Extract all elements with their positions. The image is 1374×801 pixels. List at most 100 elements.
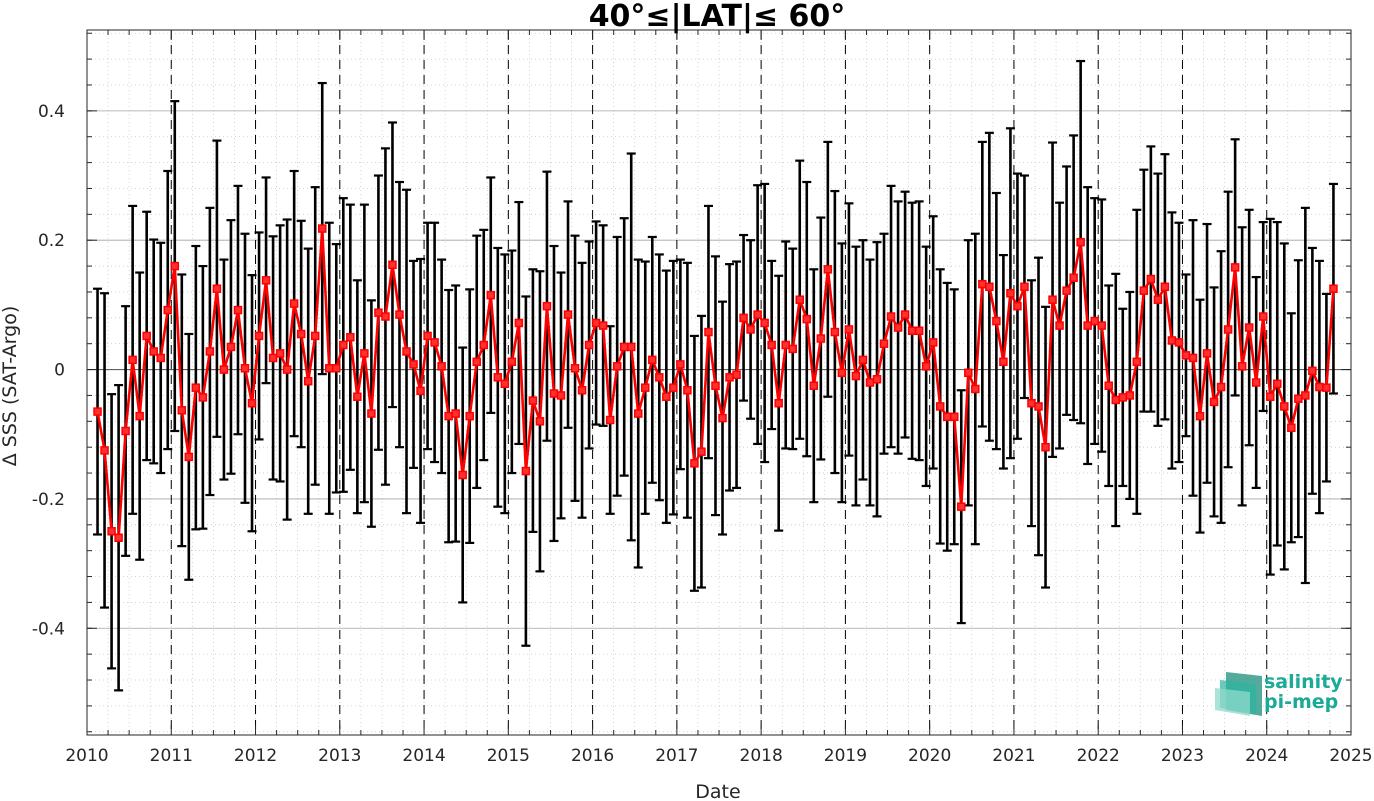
data-point-marker [774, 398, 783, 408]
data-point-marker [711, 381, 720, 390]
logo-mark-icon [1215, 672, 1262, 716]
data-point-marker [928, 338, 938, 347]
data-point-marker [598, 321, 608, 330]
data-point-marker [156, 353, 165, 363]
data-point-marker [732, 370, 741, 379]
data-point-marker [437, 362, 446, 371]
data-point-marker [1006, 288, 1015, 298]
data-point-marker [1097, 321, 1106, 330]
data-point-marker [1090, 316, 1099, 326]
data-point-marker [507, 357, 517, 367]
y-axis-label: Δ SSS (SAT-Argo) [0, 306, 21, 466]
data-point-marker [746, 325, 755, 334]
data-point-marker [177, 406, 187, 415]
data-point-marker [816, 334, 826, 343]
data-point-marker [1202, 349, 1212, 358]
data-point-marker [781, 340, 790, 350]
data-point-marker [360, 349, 369, 358]
data-point-marker [388, 260, 397, 270]
data-point-marker [809, 381, 819, 390]
x-tick-label: 2025 [1329, 746, 1372, 766]
data-point-marker [409, 360, 418, 369]
y-tick-labels: -0.4 -0.2 0 0.2 0.4 [32, 102, 65, 639]
x-tick-label: 2017 [655, 746, 698, 766]
data-point-marker [1132, 357, 1142, 367]
data-point-marker [212, 284, 222, 293]
data-point-marker [317, 224, 327, 233]
data-point-marker [633, 409, 643, 418]
data-point-marker [584, 340, 594, 350]
major-grid [87, 110, 1351, 629]
data-point-marker [1287, 423, 1296, 433]
data-point-marker [591, 318, 601, 328]
data-point-marker [458, 470, 467, 480]
data-point-marker [226, 342, 236, 352]
data-point-marker [205, 347, 215, 356]
data-point-marker [1223, 325, 1233, 334]
x-tick-label: 2019 [824, 746, 867, 766]
data-point-marker [823, 265, 833, 274]
data-point-marker [676, 360, 685, 369]
x-tick-label: 2020 [908, 746, 951, 766]
data-point-marker [191, 383, 201, 392]
x-tick-label: 2016 [571, 746, 614, 766]
data-point-marker [1076, 237, 1085, 247]
data-point-marker [971, 384, 980, 394]
data-point-marker [1153, 295, 1163, 304]
data-point-marker [872, 375, 882, 384]
data-point-marker [949, 412, 959, 422]
data-point-marker [254, 331, 264, 341]
data-point-marker [339, 340, 348, 350]
x-tick-label: 2018 [740, 746, 783, 766]
data-point-marker [170, 261, 180, 271]
data-point-marker [1244, 323, 1254, 332]
data-point-marker [879, 339, 889, 348]
data-point-marker [655, 373, 664, 382]
data-point-marker [718, 413, 727, 423]
data-point-marker [865, 378, 875, 387]
data-point-marker [367, 409, 376, 418]
data-point-marker [1322, 383, 1331, 392]
data-point-marker [135, 411, 144, 421]
data-point-marker [325, 364, 334, 373]
data-point-marker [739, 313, 748, 323]
y-tick-label: -0.2 [32, 490, 65, 510]
data-point-marker [114, 533, 123, 542]
data-point-marker [619, 342, 629, 352]
data-point-marker [1062, 286, 1071, 295]
x-tick-label: 2012 [234, 746, 277, 766]
data-point-marker [465, 411, 474, 421]
data-point-marker [1230, 263, 1240, 272]
data-point-marker [353, 392, 362, 401]
data-point-marker [556, 391, 566, 400]
data-point-marker [332, 364, 341, 373]
data-point-marker [451, 409, 460, 418]
data-point-marker [233, 305, 243, 315]
data-point-marker [978, 279, 987, 289]
data-point-marker [275, 349, 285, 358]
data-point-marker [626, 342, 636, 352]
data-point-marker [493, 373, 503, 382]
data-point-marker [1258, 312, 1268, 321]
data-point-marker [1069, 273, 1078, 282]
data-point-marker [303, 376, 313, 386]
data-point-marker [830, 327, 840, 337]
data-point-marker [247, 398, 257, 408]
data-point-marker [395, 310, 404, 319]
data-point-marker [1280, 402, 1289, 411]
data-point-marker [1188, 353, 1198, 363]
data-point-marker [1294, 394, 1303, 403]
data-point-marker [310, 331, 320, 341]
data-point-marker [1048, 295, 1057, 304]
x-tick-label: 2022 [1077, 746, 1120, 766]
data-point-marker [1146, 274, 1156, 284]
x-tick-label: 2014 [402, 746, 445, 766]
data-point-marker [1195, 411, 1205, 421]
salinity-pi-mep-logo: salinity pi-mep [1215, 671, 1343, 716]
data-point-marker [444, 411, 453, 421]
axes-box [86, 29, 1352, 736]
data-point-marker [1174, 338, 1184, 347]
data-point-marker [549, 389, 559, 398]
data-point-marker [697, 447, 706, 456]
data-point-marker [1111, 395, 1121, 405]
